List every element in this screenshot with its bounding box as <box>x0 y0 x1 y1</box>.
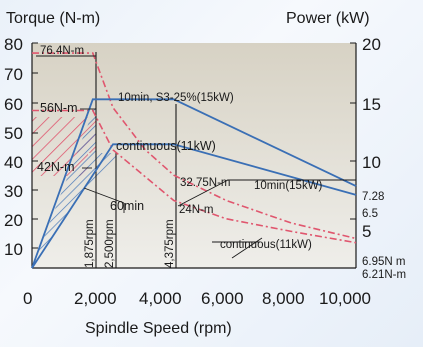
right-tick-label: 15 <box>362 95 381 114</box>
annotation-60min: 60min <box>110 199 144 213</box>
left-tick-label: 10 <box>4 240 23 259</box>
x-tick-label: 6,000 <box>201 289 244 308</box>
right-tick-label: 5 <box>362 222 371 241</box>
x-tick-label: 2,000 <box>74 289 117 308</box>
rpm-2500-label: 2,500rpm <box>104 219 116 268</box>
x-tick-label: 0 <box>23 289 32 308</box>
left-tick-label: 60 <box>4 95 23 114</box>
right-label-6-95: 6.95N m <box>362 256 405 268</box>
annotation-continuous: continuous(11kW) <box>116 139 216 153</box>
leader-line <box>231 237 263 259</box>
right-label-6-5: 6.5 <box>362 208 378 220</box>
x-axis-title: Spindle Speed (rpm) <box>85 320 232 337</box>
right-label-6-21: 6.21N-m <box>362 269 406 281</box>
annotation-continuous-2: continuous(11kW) <box>220 239 312 251</box>
torque-curve-0 <box>32 52 357 240</box>
annotation-56: 56N-m <box>40 101 78 115</box>
left-tick-labels: 80 70 60 50 40 30 20 10 <box>4 35 23 259</box>
annotation-10min-15kw: 10min(15kW) <box>254 180 323 192</box>
series-layer <box>31 52 357 269</box>
rpm-1875-label: 1,875rpm <box>84 219 96 268</box>
right-ticks <box>350 42 356 220</box>
x-tick-label: 10,000 <box>319 289 371 308</box>
power-curve-2 <box>31 98 357 269</box>
rpm-4375-label: 4,375rpm <box>164 219 176 268</box>
leader-line <box>83 187 125 204</box>
left-tick-label: 80 <box>4 35 23 54</box>
annotation-32-75: 32.75N-m <box>180 177 231 189</box>
hatched-power-region <box>32 104 116 268</box>
right-tick-label: 20 <box>362 35 381 54</box>
power-curve-3 <box>31 143 357 269</box>
left-axis-title: Torque (N-m) <box>6 10 100 27</box>
left-tick-label: 40 <box>4 153 23 172</box>
left-tick-label: 30 <box>4 182 23 201</box>
left-tick-label: 70 <box>4 65 23 84</box>
right-tick-label: 10 <box>362 153 381 172</box>
left-tick-label: 50 <box>4 124 23 143</box>
left-tick-label: 20 <box>4 211 23 230</box>
x-tick-label: 4,000 <box>139 289 182 308</box>
right-axis-title: Power (kW) <box>286 10 370 27</box>
x-tick-labels: 0 2,000 4,000 6,000 8,000 10,000 <box>23 289 371 308</box>
annotation-42: 42N-m <box>37 160 75 174</box>
leader-line <box>177 179 229 207</box>
torque-curve-1 <box>32 109 357 244</box>
annotation-s3: 10min, S3-25%(15kW) <box>118 92 234 104</box>
right-tick-labels: 20 15 10 5 <box>362 35 381 241</box>
left-ticks <box>32 42 38 249</box>
annotation-24: 24N-m <box>179 204 214 216</box>
right-label-7-28: 7.28 <box>362 191 384 203</box>
annotation-76-4: 76.4N-m <box>40 45 84 57</box>
x-tick-label: 8,000 <box>262 289 305 308</box>
